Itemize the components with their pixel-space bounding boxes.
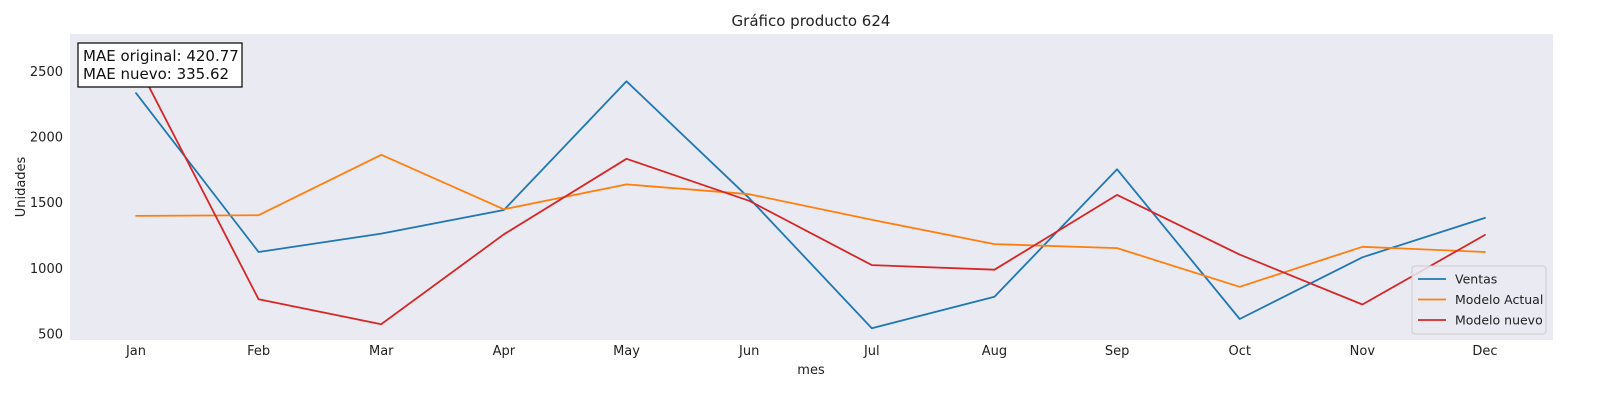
series-layer [135, 60, 1486, 330]
series-line-modelo-actual [135, 153, 1486, 288]
y-tick-label: 2500 [30, 65, 63, 80]
plot-area [70, 34, 1553, 340]
annotation-mae-original: MAE original: 420.77 [83, 47, 239, 65]
x-tick-label: Mar [369, 344, 394, 359]
x-tick-label: Jan [125, 344, 146, 359]
metrics-annotation: MAE original: 420.77 MAE nuevo: 335.62 [77, 42, 243, 88]
annotation-mae-nuevo: MAE nuevo: 335.62 [83, 65, 229, 83]
x-tick-label: Jul [863, 344, 880, 359]
legend: Ventas Modelo Actual Modelo nuevo [1411, 265, 1547, 335]
y-tick-label: 1500 [30, 196, 63, 211]
y-tick-label: 500 [38, 327, 63, 342]
y-tick-label: 1000 [30, 262, 63, 277]
x-tick-label: Apr [493, 344, 516, 359]
series-line-modelo-nuevo [135, 60, 1486, 326]
legend-label: Ventas [1455, 272, 1497, 287]
x-tick-label: Jun [738, 344, 759, 359]
x-tick-label: Nov [1350, 344, 1376, 359]
legend-label: Modelo nuevo [1455, 313, 1543, 328]
x-tick-label: Oct [1228, 344, 1250, 359]
x-axis-ticks: Jan Feb Mar Apr May Jun Jul Aug Sep Oct Nov Dec [125, 344, 1498, 359]
x-tick-label: Feb [247, 344, 270, 359]
x-tick-label: May [613, 344, 640, 359]
x-axis-title: mes [797, 363, 825, 378]
series-line-ventas [135, 80, 1486, 330]
x-tick-label: Sep [1105, 344, 1130, 359]
legend-label: Modelo Actual [1455, 292, 1543, 307]
y-tick-label: 2000 [30, 130, 63, 145]
x-tick-label: Aug [982, 344, 1007, 359]
x-tick-label: Dec [1472, 344, 1497, 359]
y-axis-ticks: 500 1000 1500 2000 2500 [30, 65, 63, 343]
legend-box [1411, 265, 1547, 335]
chart-title: Gráfico producto 624 [732, 12, 891, 30]
annotation-box [77, 42, 243, 88]
y-axis-title: Unidades [14, 156, 29, 217]
